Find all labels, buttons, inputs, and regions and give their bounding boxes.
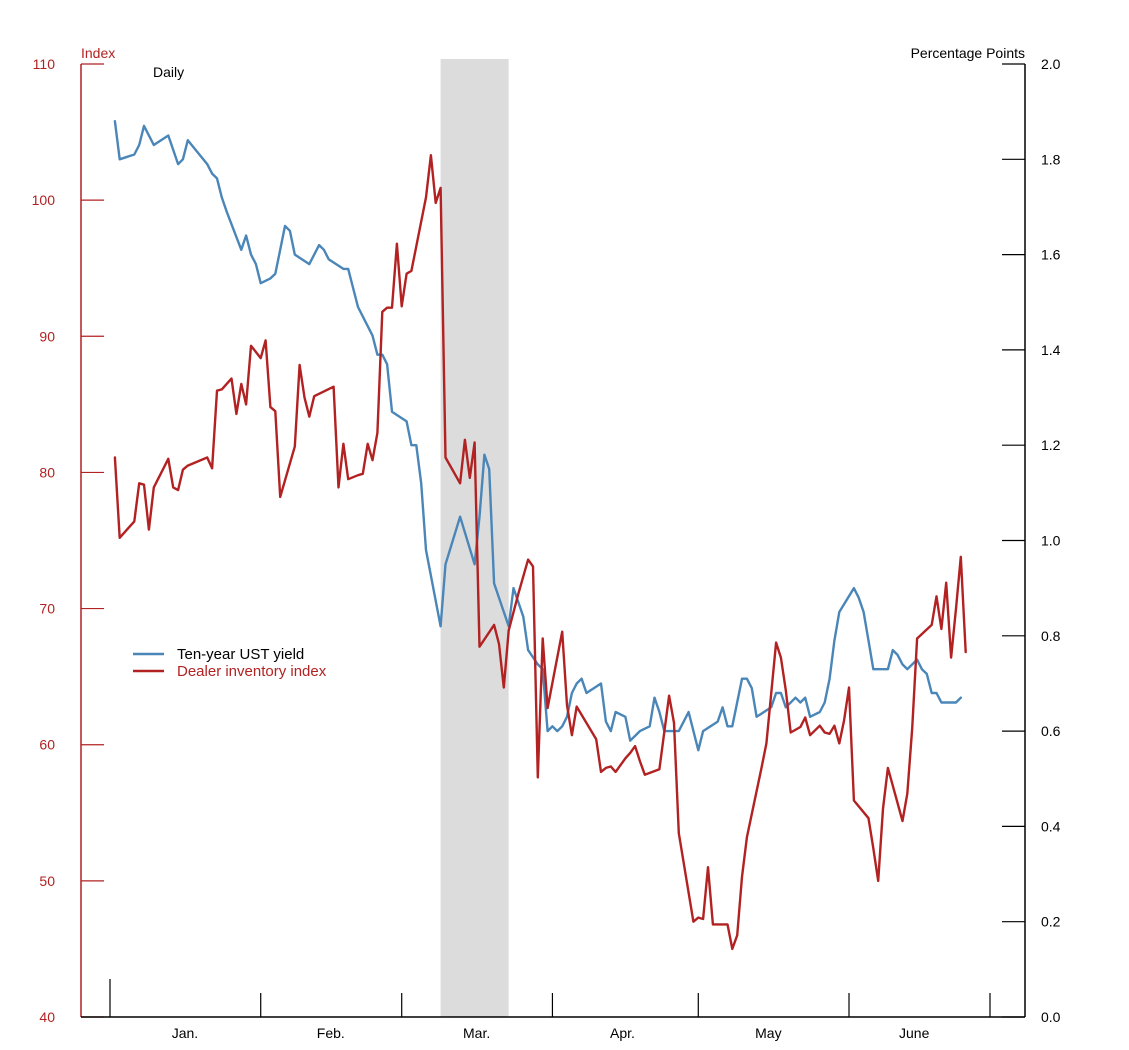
series-layer (113, 119, 967, 951)
left-axis-tick-label: 100 (32, 192, 56, 208)
right-axis-tick-label: 1.4 (1041, 342, 1061, 358)
right-axis-tick-label: 0.2 (1041, 914, 1061, 930)
left-axis-tick-label: 50 (39, 873, 55, 889)
left-axis-tick-label: 70 (39, 601, 55, 617)
x-axis-month-label: May (755, 1025, 781, 1041)
left-axis-tick-label: 40 (39, 1009, 55, 1025)
x-axis-month-label: Apr. (610, 1025, 635, 1041)
frequency-label: Daily (153, 64, 184, 80)
x-axis-month-label: Feb. (317, 1025, 345, 1041)
x-axis-month-label: Jan. (172, 1025, 198, 1041)
right-axis-tick-label: 2.0 (1041, 56, 1061, 72)
right-axis-tick-label: 1.8 (1041, 151, 1061, 167)
left-axis-tick-label: 110 (33, 56, 56, 72)
right-axis-tick-label: 1.2 (1041, 437, 1061, 453)
legend-label: Ten-year UST yield (177, 646, 304, 663)
right-axis-tick-label: 0.0 (1041, 1009, 1061, 1025)
right-axis-title: Percentage Points (911, 45, 1025, 61)
right-axis-tick-label: 0.6 (1041, 723, 1061, 739)
left-axis-tick-label: 90 (39, 328, 55, 344)
x-axis-month-label: Mar. (463, 1025, 490, 1041)
right-axis-tick-label: 0.8 (1041, 628, 1061, 644)
x-axis-month-label: June (899, 1025, 930, 1041)
axes-layer: 110 100 90 80 70 60 50 40 2.0 1.8 1.6 1.4 1.2 1.0 0.8 0… (32, 56, 1061, 1041)
left-axis-tick-label: 80 (39, 464, 55, 480)
left-axis-title: Index (81, 45, 115, 61)
right-axis-tick-label: 0.4 (1041, 818, 1061, 834)
shaded-region-layer (440, 59, 509, 1017)
series-line-ust-yield (113, 119, 962, 752)
shaded-period (440, 59, 509, 1017)
legend-label: Dealer inventory index (177, 663, 327, 680)
right-axis-tick-label: 1.0 (1041, 533, 1061, 549)
left-axis-tick-label: 60 (39, 737, 55, 753)
right-axis-tick-label: 1.6 (1041, 247, 1061, 263)
series-line-dealer-inventory (113, 153, 967, 951)
